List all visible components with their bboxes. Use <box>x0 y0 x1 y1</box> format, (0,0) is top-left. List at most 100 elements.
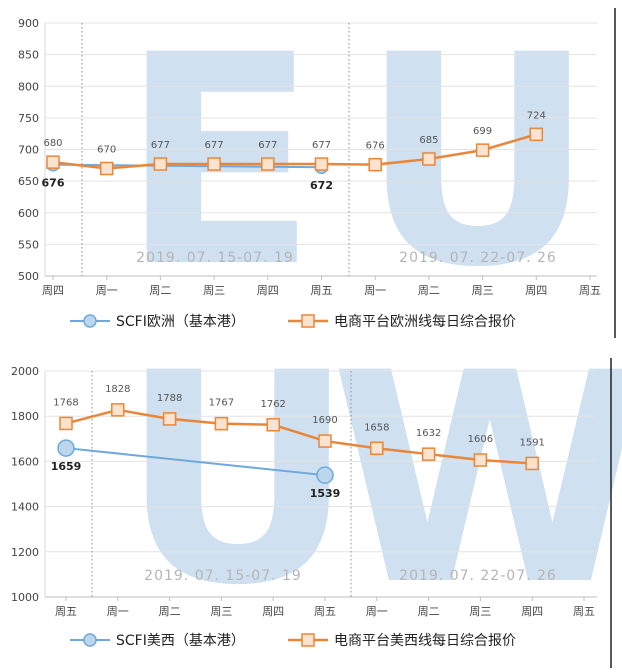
y-tick-label: 500 <box>18 270 39 283</box>
period-label: 2019. 07. 22-07. 26 <box>399 568 557 584</box>
ecommerce-data-label: 1788 <box>157 393 182 404</box>
ecommerce-marker <box>46 155 60 169</box>
ecommerce-marker <box>370 441 384 456</box>
x-tick-label: 周五 <box>573 605 595 618</box>
y-tick-label: 850 <box>18 49 39 62</box>
ecommerce-data-label: 670 <box>97 144 116 155</box>
watermark-letter: W <box>330 312 622 649</box>
legend-ecommerce-marker <box>301 633 315 647</box>
ecommerce-marker <box>99 161 114 176</box>
y-tick-label: 1000 <box>11 591 39 604</box>
x-tick-label: 周一 <box>96 284 118 297</box>
y-tick-label: 1400 <box>11 501 39 514</box>
ecommerce-data-label: 724 <box>527 110 546 121</box>
x-tick-label: 周一 <box>366 605 388 618</box>
legend-scfi-label: SCFI欧洲（基本港） <box>116 313 245 330</box>
watermark-letter: U <box>360 0 595 331</box>
scfi-data-label: 1659 <box>51 460 82 473</box>
x-tick-label: 周四 <box>521 605 543 618</box>
x-tick-label: 周三 <box>203 284 225 297</box>
period-label: 2019. 07. 15-07. 19 <box>144 568 302 584</box>
ecommerce-data-label: 1591 <box>519 437 544 448</box>
ecommerce-data-label: 1658 <box>364 422 389 433</box>
ecommerce-marker <box>421 447 436 461</box>
y-tick-label: 550 <box>18 238 39 251</box>
ecommerce-data-label: 1762 <box>260 399 285 410</box>
legend-ecommerce-label: 电商平台欧洲线每日综合报价 <box>334 314 516 330</box>
ecommerce-marker <box>261 157 275 171</box>
ecommerce-marker <box>525 456 539 471</box>
scfi-marker <box>57 439 75 457</box>
ecommerce-marker <box>59 416 73 431</box>
y-tick-label: 1200 <box>11 546 39 559</box>
ecommerce-data-label: 677 <box>258 140 277 151</box>
y-tick-label: 750 <box>18 112 39 125</box>
x-tick-label: 周一 <box>364 284 386 297</box>
scfi-marker <box>316 466 334 484</box>
y-tick-label: 600 <box>18 207 39 220</box>
legend-ecommerce-marker <box>301 314 315 328</box>
scfi-data-label: 672 <box>310 179 333 192</box>
ecommerce-data-label: 685 <box>419 135 438 146</box>
ecommerce-data-label: 1690 <box>312 415 337 426</box>
legend-scfi-marker <box>83 314 97 328</box>
x-tick-label: 周二 <box>159 605 181 618</box>
ecommerce-data-label: 677 <box>205 140 224 151</box>
watermark-letter: U <box>120 312 355 649</box>
y-tick-label: 1600 <box>11 455 39 468</box>
x-tick-label: 周三 <box>469 605 491 618</box>
chart-1: E U500550600650700750800850900周四 周一 周二 周三 周四周… <box>18 0 616 338</box>
ecommerce-marker <box>111 403 125 417</box>
x-tick-label: 周三 <box>210 605 232 618</box>
x-tick-label: 周四 <box>42 284 64 297</box>
y-tick-label: 900 <box>18 17 39 30</box>
scfi-data-label: 676 <box>42 177 65 190</box>
ecommerce-marker <box>214 416 229 431</box>
ecommerce-marker <box>162 412 177 426</box>
ecommerce-marker <box>153 157 168 171</box>
scfi-series-line <box>65 447 326 477</box>
legend-ecommerce-label: 电商平台美西线每日综合报价 <box>334 633 516 649</box>
y-tick-label: 700 <box>18 144 39 157</box>
x-tick-label: 周五 <box>55 605 77 618</box>
period-label: 2019. 07. 22-07. 26 <box>399 250 557 266</box>
x-tick-label: 周二 <box>418 605 440 618</box>
ecommerce-data-label: 1606 <box>468 434 493 445</box>
ecommerce-data-label: 1632 <box>416 428 441 439</box>
ecommerce-marker <box>207 157 221 171</box>
x-tick-label: 周一 <box>107 605 129 618</box>
y-tick-label: 1800 <box>11 410 39 423</box>
ecommerce-data-label: 677 <box>312 140 331 151</box>
x-tick-label: 周四 <box>257 284 279 297</box>
scfi-data-label: 1539 <box>310 487 341 500</box>
x-tick-label: 周三 <box>472 284 494 297</box>
y-tick-label: 2000 <box>11 365 39 378</box>
ecommerce-series-line <box>65 408 533 465</box>
ecommerce-series-line <box>52 133 537 170</box>
x-tick-label: 周四 <box>525 284 547 297</box>
ecommerce-marker <box>529 127 544 142</box>
x-tick-label: 周五 <box>311 284 333 297</box>
ecommerce-data-label: 1767 <box>209 398 234 409</box>
y-tick-label: 800 <box>18 80 39 93</box>
ecommerce-data-label: 676 <box>366 141 385 152</box>
ecommerce-data-label: 1768 <box>53 397 78 408</box>
chart-2: UW 1000 1200 1400 1600 1800 2000 周五 周一 周二 周三 周四 周五 周一… <box>11 312 622 668</box>
ecommerce-data-label: 680 <box>43 138 62 149</box>
legend-scfi-marker <box>83 633 97 647</box>
ecommerce-marker <box>318 434 332 448</box>
y-tick-label: 650 <box>18 175 39 188</box>
x-tick-label: 周五 <box>579 284 601 297</box>
ecommerce-data-label: 1828 <box>105 384 130 395</box>
ecommerce-marker <box>266 418 280 432</box>
x-tick-label: 周二 <box>149 284 171 297</box>
ecommerce-marker <box>368 157 382 172</box>
period-label: 2019. 07. 15-07. 19 <box>136 250 294 266</box>
ecommerce-marker <box>422 152 436 166</box>
ecommerce-marker <box>314 157 329 171</box>
ecommerce-data-label: 677 <box>151 140 170 151</box>
ecommerce-marker <box>475 143 490 157</box>
x-tick-label: 周四 <box>262 605 284 618</box>
ecommerce-marker <box>473 453 488 467</box>
